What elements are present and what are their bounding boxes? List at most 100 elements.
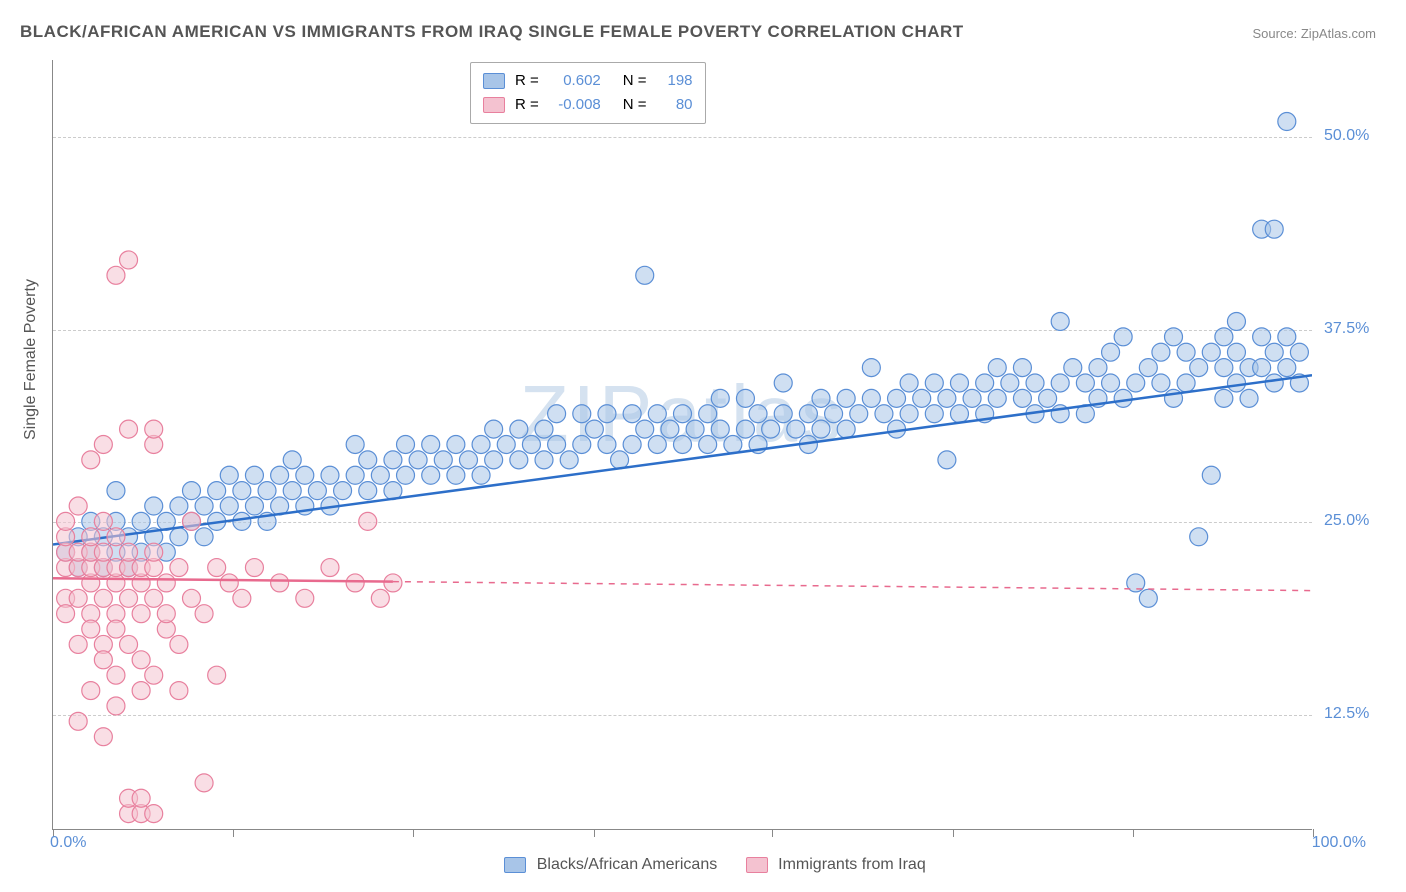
scatter-point [397,466,415,484]
scatter-point [120,251,138,269]
regression-line [53,375,1312,544]
scatter-point [988,359,1006,377]
scatter-point [888,389,906,407]
scatter-point [1013,359,1031,377]
scatter-point [94,436,112,454]
chart-title: BLACK/AFRICAN AMERICAN VS IMMIGRANTS FRO… [20,22,964,42]
scatter-point [182,589,200,607]
scatter-point [674,436,692,454]
swatch-series1-bottom [504,857,526,873]
scatter-point [950,374,968,392]
scatter-point [812,420,830,438]
scatter-point [636,420,654,438]
scatter-point [1001,374,1019,392]
scatter-point [132,789,150,807]
scatter-point [850,405,868,423]
scatter-point [371,589,389,607]
scatter-point [283,482,301,500]
scatter-point [573,405,591,423]
scatter-point [976,374,994,392]
scatter-point [938,451,956,469]
scatter-point [82,451,100,469]
scatter-point [1051,374,1069,392]
scatter-point [120,589,138,607]
scatter-point [170,682,188,700]
scatter-point [1190,528,1208,546]
scatter-point [170,635,188,653]
scatter-point [334,482,352,500]
scatter-point [120,543,138,561]
scatter-point [145,589,163,607]
scatter-point [182,512,200,530]
swatch-series1 [483,73,505,89]
scatter-point [220,497,238,515]
scatter-point [296,466,314,484]
scatter-point [245,559,263,577]
scatter-point [220,466,238,484]
scatter-point [1253,359,1271,377]
scatter-point [522,436,540,454]
x-tick [233,829,234,837]
scatter-point [1202,466,1220,484]
scatter-point [661,420,679,438]
scatter-point [913,389,931,407]
scatter-point [1039,389,1057,407]
scatter-point [611,451,629,469]
scatter-point [472,466,490,484]
scatter-point [132,512,150,530]
scatter-point [699,405,717,423]
scatter-point [69,589,87,607]
scatter-point [296,589,314,607]
scatter-point [674,405,692,423]
scatter-point [94,512,112,530]
scatter-point [409,451,427,469]
source-attribution: Source: ZipAtlas.com [1252,26,1376,41]
scatter-point [94,728,112,746]
scatter-point [69,497,87,515]
scatter-point [346,574,364,592]
scatter-point [233,589,251,607]
scatter-point [548,405,566,423]
scatter-point [1290,343,1308,361]
scatter-point [497,436,515,454]
scatter-point [145,497,163,515]
scatter-point [208,482,226,500]
y-tick-label: 37.5% [1324,320,1369,338]
scatter-point [1177,374,1195,392]
scatter-point [195,497,213,515]
scatter-point [623,436,641,454]
scatter-point [548,436,566,454]
scatter-point [862,359,880,377]
legend-r-label: R = [515,69,539,93]
scatter-point [636,266,654,284]
x-tick [594,829,595,837]
scatter-point [195,528,213,546]
scatter-point [1215,359,1233,377]
y-tick-label: 25.0% [1324,512,1369,530]
y-axis-label: Single Female Poverty [22,279,40,440]
scatter-point [472,436,490,454]
scatter-point [245,497,263,515]
scatter-point [988,389,1006,407]
scatter-point [434,451,452,469]
scatter-point [736,420,754,438]
scatter-point [837,420,855,438]
scatter-point [132,682,150,700]
scatter-point [120,635,138,653]
scatter-point [648,436,666,454]
scatter-point [145,420,163,438]
scatter-point [132,605,150,623]
scatter-point [573,436,591,454]
regression-line [53,578,393,581]
x-tick [772,829,773,837]
chart-plot-area: ZIPatlas [52,60,1312,830]
scatter-point [1127,374,1145,392]
scatter-point [447,466,465,484]
scatter-point [371,466,389,484]
scatter-point [1265,220,1283,238]
scatter-point [220,574,238,592]
scatter-point [1051,312,1069,330]
scatter-point [623,405,641,423]
scatter-point [711,389,729,407]
legend-n-value-1: 198 [657,69,693,93]
